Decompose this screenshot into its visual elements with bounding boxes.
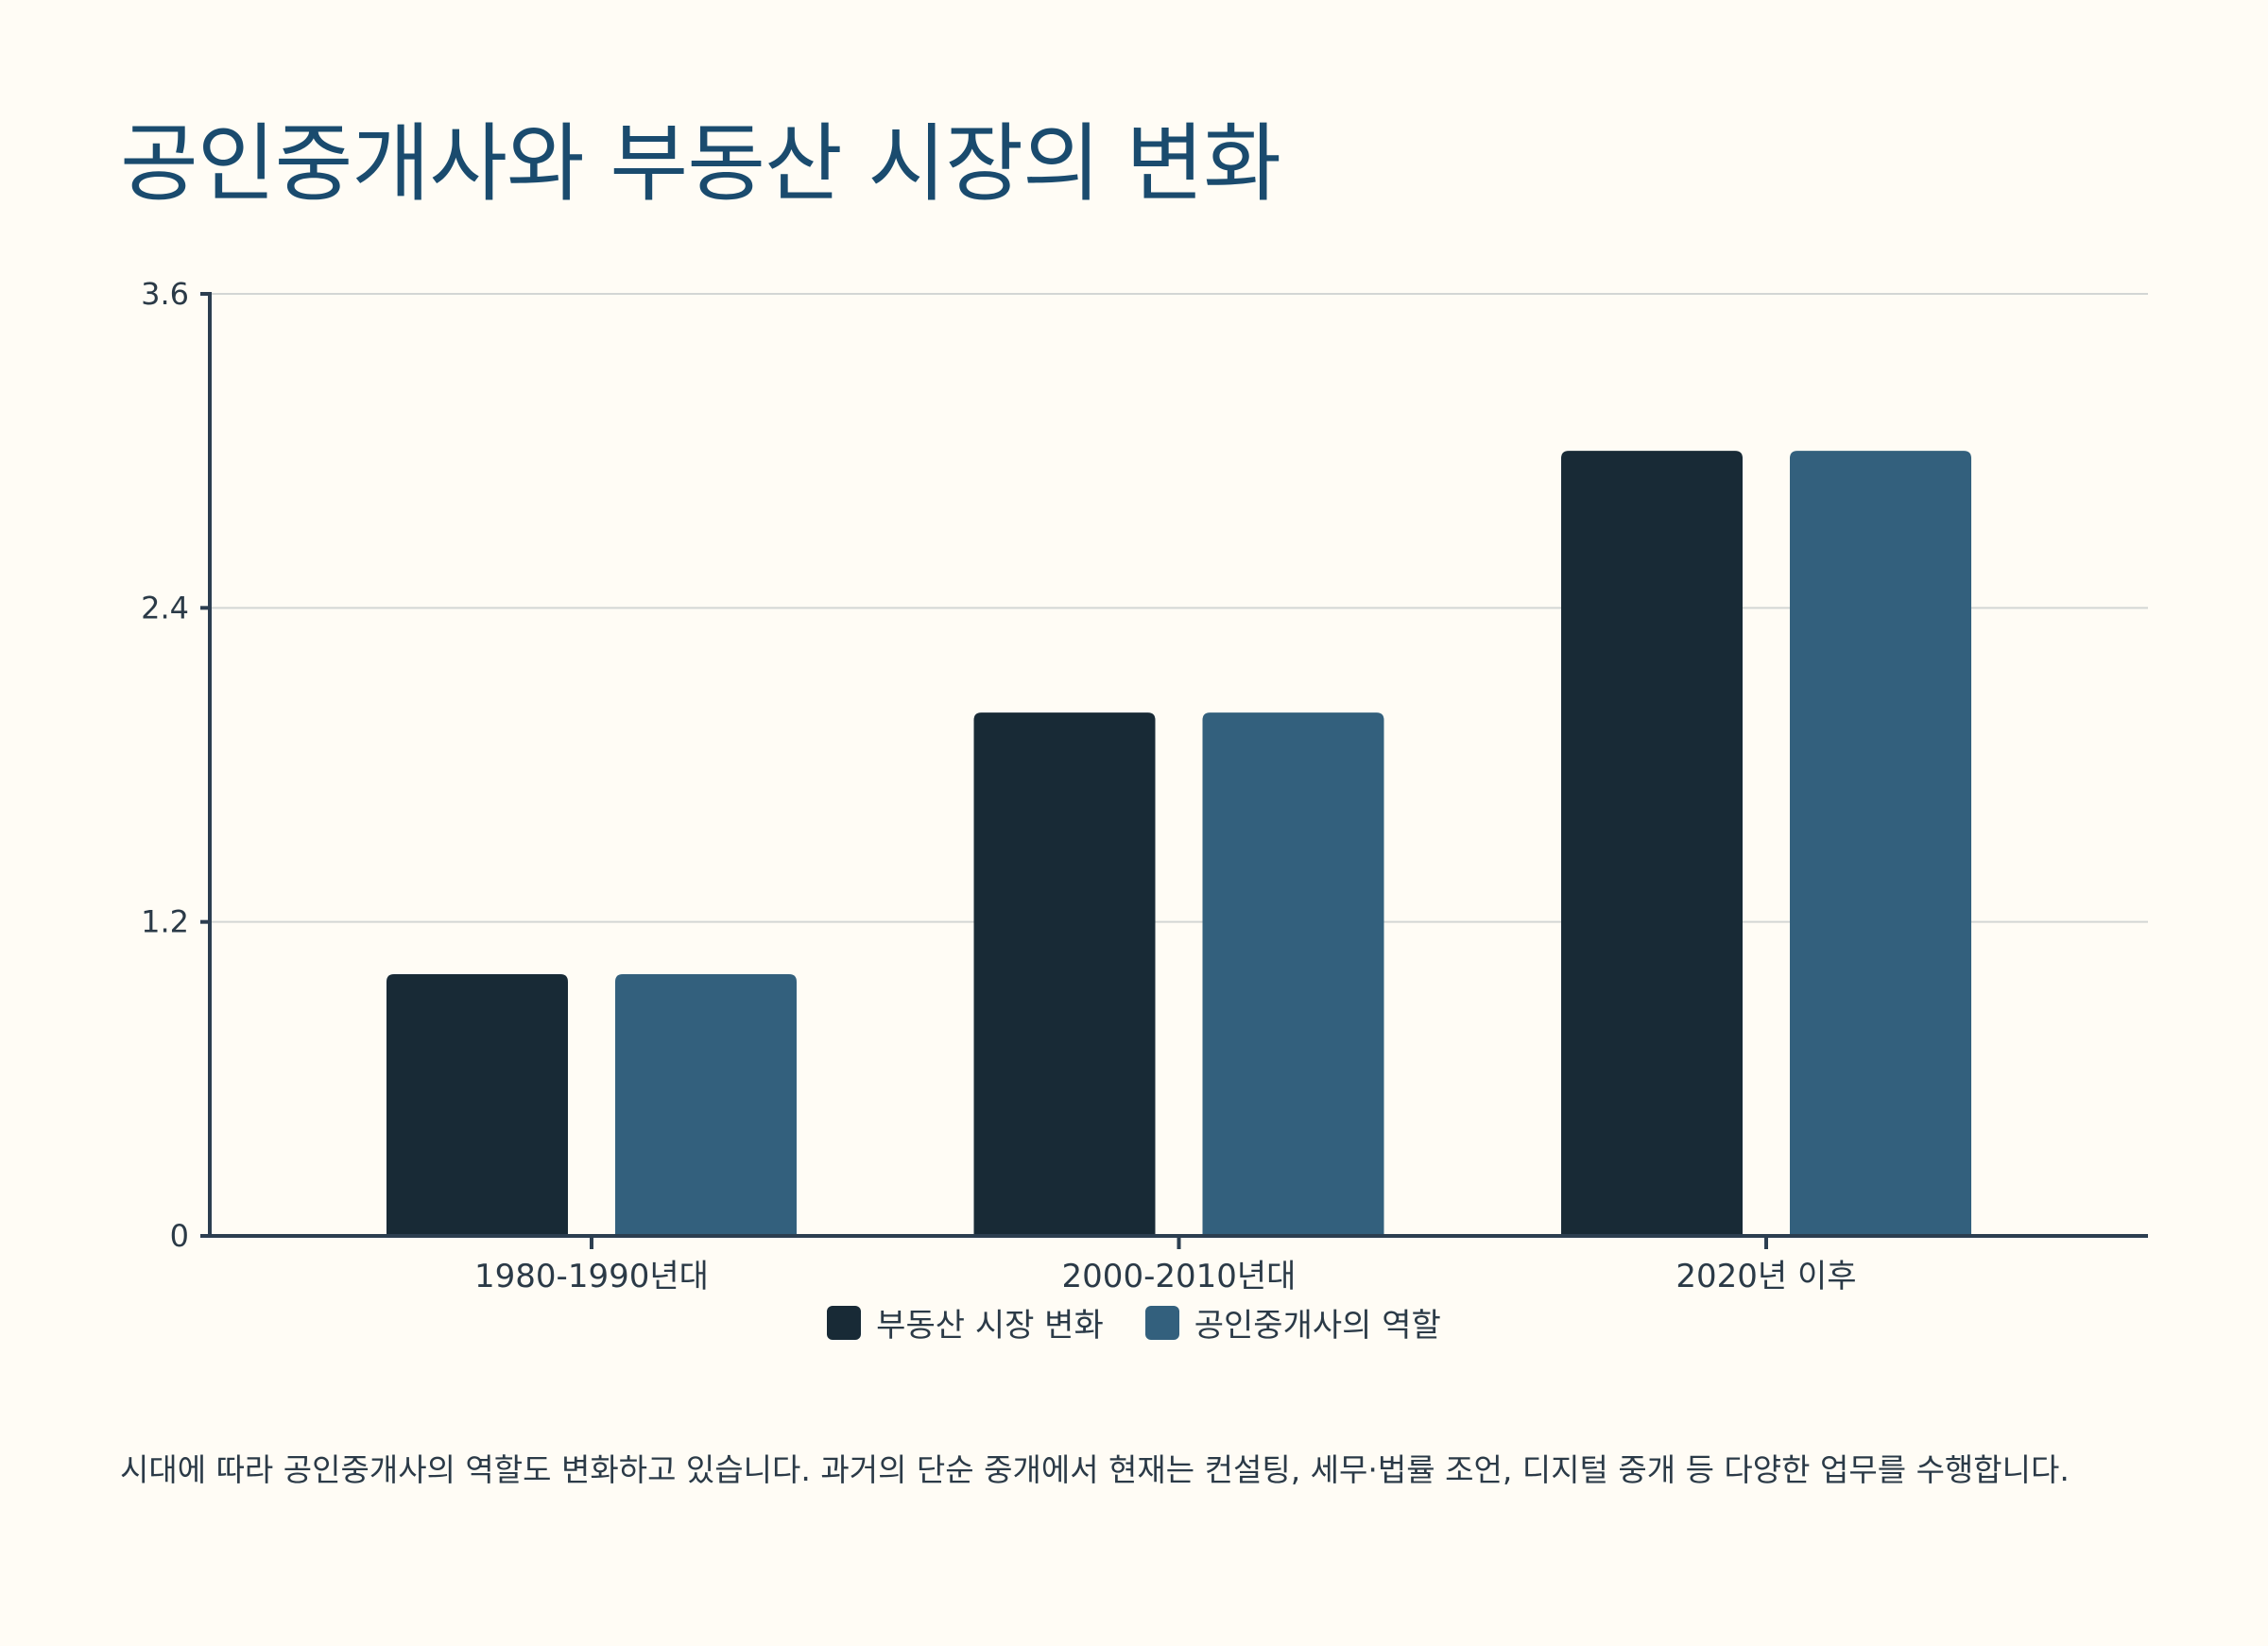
bar-2-3[interactable]: [1790, 451, 1972, 1237]
y-tick-label: 0: [170, 1218, 189, 1254]
y-tick-label: 1.2: [141, 904, 189, 940]
y-tick-label: 3.6: [141, 276, 189, 312]
legend-swatch-series-2: [1144, 1305, 1179, 1340]
bar-1-1[interactable]: [386, 974, 568, 1236]
legend-label-series-2: 공인중개사의 역할: [1194, 1307, 1441, 1345]
y-tick-label: 2.4: [141, 590, 189, 626]
bar-1-2[interactable]: [973, 712, 1156, 1236]
x-tick-label: 2000-2010년대: [1062, 1258, 1297, 1295]
chart-caption: 시대에 따라 공인중개사의 역할도 변화하고 있습니다. 과거의 단순 중개에서…: [120, 1451, 2070, 1488]
bar-1-3[interactable]: [1561, 451, 1744, 1237]
bar-2-2[interactable]: [1202, 712, 1384, 1236]
chart-title: 공인중개사와 부동산 시장의 변화: [120, 114, 1281, 214]
tick-labels: 0 1.2 2.4 3.6 1980-1990년대 2000-2010년대 2020년 이후: [141, 276, 1856, 1295]
x-tick-label: 1980-1990년대: [474, 1258, 709, 1295]
bars: [386, 451, 1972, 1237]
x-tick-label: 2020년 이후: [1675, 1258, 1856, 1295]
axes: [200, 292, 2148, 1249]
legend-item-series-1[interactable]: 부동산 시장 변화: [827, 1299, 1104, 1346]
legend-swatch-series-1: [827, 1305, 862, 1340]
legend-item-series-2[interactable]: 공인중개사의 역할: [1144, 1299, 1441, 1346]
bar-2-1[interactable]: [614, 974, 797, 1236]
legend: 부동산 시장 변화 공인중개사의 역할: [0, 1299, 2268, 1346]
legend-label-series-1: 부동산 시장 변화: [876, 1307, 1104, 1345]
